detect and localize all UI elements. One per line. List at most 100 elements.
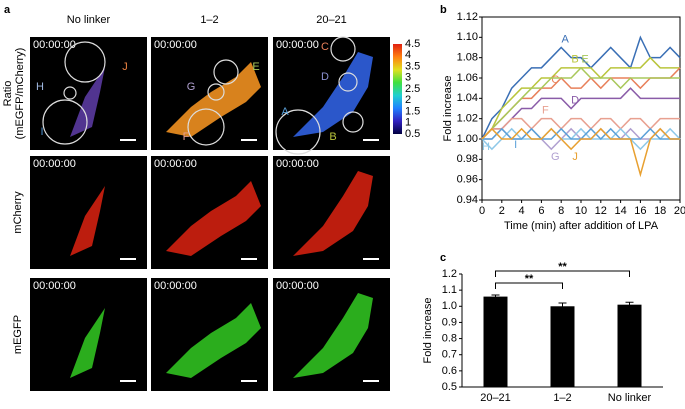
y-tick-label: 1.08: [457, 52, 478, 64]
timestamp: 00:00:00: [154, 280, 197, 292]
x-tick-label: No linker: [608, 392, 652, 404]
timestamp: 00:00:00: [33, 280, 76, 292]
panel-label: a: [4, 4, 11, 16]
significance-label: **: [558, 261, 567, 273]
cell: [70, 67, 105, 137]
x-tick-label: 4: [519, 205, 525, 217]
column-header: 20–21: [316, 14, 347, 26]
micrograph: [273, 156, 390, 269]
panel-label: c: [440, 252, 446, 264]
colorbar-tick-label: 4: [405, 49, 411, 61]
colorbar-tick-label: 0.5: [405, 128, 420, 140]
cell: [166, 181, 261, 256]
series-label: F: [542, 105, 549, 117]
roi-circle: [207, 83, 225, 101]
timestamp: 00:00:00: [33, 39, 76, 51]
series-label: G: [551, 151, 560, 163]
y-axis-label: Fold increase: [442, 75, 454, 141]
x-tick-label: 18: [654, 205, 666, 217]
micrograph: [273, 278, 390, 391]
colorbar-tick-label: 3.5: [405, 60, 420, 72]
y-tick-label: 1.06: [457, 72, 478, 84]
y-tick-label: 0.96: [457, 174, 478, 186]
y-tick-label: 0.8: [442, 332, 457, 344]
column-header: 1–2: [200, 14, 218, 26]
roi-circle: [275, 109, 321, 155]
series-line: [481, 35, 681, 140]
timestamp: 00:00:00: [276, 39, 319, 51]
roi-circle: [64, 41, 106, 83]
colorbar-tick-label: 2: [405, 94, 411, 106]
y-tick-label: 1.00: [457, 133, 478, 145]
series-label: H: [482, 141, 490, 153]
roi-label: I: [40, 126, 43, 138]
roi-circle: [342, 111, 364, 133]
x-tick-label: 12: [595, 205, 607, 217]
y-tick-label: 0.5: [442, 381, 457, 393]
roi-label: J: [122, 61, 128, 73]
roi-label: E: [252, 61, 259, 73]
x-tick-label: 0: [479, 205, 485, 217]
colorbar: [393, 44, 402, 134]
series-label: I: [514, 139, 517, 151]
column-header: No linker: [67, 14, 111, 26]
x-tick-label: 8: [558, 205, 564, 217]
cell: [293, 293, 373, 378]
x-tick-label: 6: [538, 205, 544, 217]
series-label: C: [551, 74, 559, 86]
row-label: mCherry: [12, 191, 24, 234]
y-tick-label: 1.2: [442, 268, 457, 280]
roi-label: B: [329, 131, 336, 143]
significance-bracket: [495, 270, 630, 277]
x-tick-label: 10: [575, 205, 587, 217]
roi-circle: [330, 36, 356, 62]
x-tick-label: 1–2: [553, 392, 571, 404]
x-tick-label: 2: [499, 205, 505, 217]
timestamp: 00:00:00: [33, 158, 76, 170]
y-tick-label: 0.9: [442, 316, 457, 328]
plot-frame: [481, 16, 681, 201]
series-line: [481, 66, 680, 140]
y-tick-label: 1.1: [442, 284, 457, 296]
row-label: mEGFP: [12, 315, 24, 354]
colorbar-tick-label: 1.5: [405, 105, 420, 117]
row-label: (mEGFP/mCherry): [14, 48, 26, 140]
error-bar: [558, 302, 567, 311]
timestamp: 00:00:00: [154, 158, 197, 170]
timestamp: 00:00:00: [276, 280, 319, 292]
series-label: A: [562, 33, 570, 45]
y-axis-label: Fold increase: [422, 297, 434, 363]
roi-label: A: [281, 106, 289, 118]
error-bar: [625, 301, 634, 308]
series-line: [481, 117, 680, 140]
series-line: [481, 127, 681, 151]
y-tick-label: 1.04: [457, 92, 478, 104]
significance-bracket: [495, 282, 563, 289]
row-label: Ratio: [2, 81, 14, 107]
cell: [70, 186, 105, 256]
y-tick-label: 1.12: [457, 11, 478, 23]
roi-label: C: [321, 41, 329, 53]
error-bar: [491, 294, 500, 299]
series-label: B: [571, 54, 578, 66]
bar: [617, 304, 642, 387]
y-tick-label: 1.0: [442, 300, 457, 312]
roi-circle: [338, 72, 358, 92]
roi-circle: [213, 59, 239, 85]
colorbar-tick-label: 1: [405, 117, 411, 129]
series-label: E: [581, 54, 588, 66]
roi-label: F: [183, 131, 190, 143]
roi-label: H: [36, 81, 44, 93]
y-tick-label: 0.6: [442, 365, 457, 377]
colorbar-tick-label: 4.5: [405, 38, 420, 50]
bar: [550, 306, 575, 387]
y-tick-label: 0.7: [442, 349, 457, 361]
bar: [483, 296, 508, 387]
cell: [293, 52, 373, 137]
x-tick-label: 16: [634, 205, 646, 217]
y-tick-label: 1.10: [457, 31, 478, 43]
roi-label: D: [321, 71, 329, 83]
timestamp: 00:00:00: [276, 158, 319, 170]
timestamp: 00:00:00: [154, 39, 197, 51]
